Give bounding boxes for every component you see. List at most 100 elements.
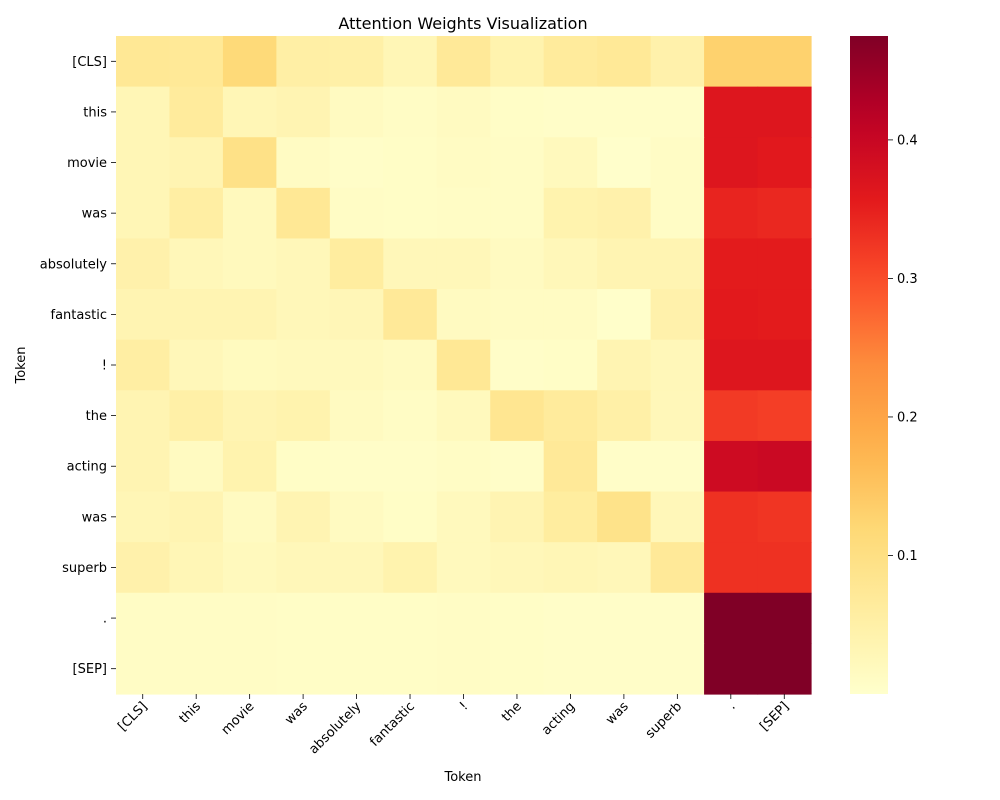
x-tick-label: the <box>499 699 525 725</box>
heatmap-cell <box>597 643 652 695</box>
heatmap-cell <box>490 86 545 138</box>
heatmap-cell <box>757 238 812 290</box>
heatmap-cell <box>276 137 331 189</box>
heatmap-cell <box>222 643 277 695</box>
heatmap-cell <box>704 36 759 88</box>
heatmap-cell <box>650 187 705 240</box>
heatmap-cell <box>116 86 171 138</box>
heatmap-cell <box>169 187 224 240</box>
heatmap-cell <box>222 440 277 493</box>
heatmap-cell <box>436 339 491 391</box>
heatmap-cell <box>490 440 545 493</box>
heatmap-cell <box>543 643 598 695</box>
heatmap-cell <box>490 289 545 341</box>
heatmap-cell <box>169 542 224 594</box>
heatmap-cell <box>757 592 812 644</box>
heatmap-cell <box>704 643 759 695</box>
x-tick-label: was <box>282 699 311 728</box>
heatmap-cell <box>116 339 171 391</box>
heatmap-cell <box>543 592 598 644</box>
heatmap-cell <box>436 36 491 88</box>
heatmap-cell <box>704 390 759 442</box>
heatmap-cell <box>436 491 491 543</box>
heatmap-cell <box>650 137 705 189</box>
heatmap-cell <box>436 592 491 644</box>
y-tick-label: absolutely <box>40 257 108 272</box>
y-tick-label: superb <box>62 561 107 576</box>
heatmap-cell <box>276 238 331 290</box>
heatmap-cell <box>222 36 277 88</box>
y-axis-label: Token <box>14 347 29 385</box>
heatmap-cell <box>383 491 438 543</box>
heatmap-cell <box>597 390 652 442</box>
x-axis-label: Token <box>444 770 482 785</box>
heatmap-cell <box>276 339 331 391</box>
heatmap-cell <box>543 238 598 290</box>
x-tick-label: this <box>177 699 205 727</box>
heatmap-cell <box>276 643 331 695</box>
heatmap-cell <box>383 187 438 240</box>
heatmap-cell <box>116 238 171 290</box>
heatmap-cell <box>757 187 812 240</box>
heatmap-cell <box>543 542 598 594</box>
heatmap-cell <box>704 289 759 341</box>
heatmap-cell <box>543 289 598 341</box>
heatmap-cell <box>169 643 224 695</box>
heatmap-cell <box>757 491 812 543</box>
heatmap-cell <box>650 289 705 341</box>
heatmap-cell <box>383 643 438 695</box>
colorbar-tick-label: 0.3 <box>897 272 918 287</box>
y-tick-label: the <box>86 409 107 424</box>
heatmap-cell <box>436 440 491 493</box>
heatmap-cell <box>222 491 277 543</box>
heatmap-cell <box>169 592 224 644</box>
heatmap-cell <box>597 592 652 644</box>
heatmap-cell <box>116 542 171 594</box>
heatmap-cell <box>543 491 598 543</box>
heatmap-cell <box>383 440 438 493</box>
x-tick-label: superb <box>643 699 685 741</box>
heatmap-cell <box>757 36 812 88</box>
heatmap-cell <box>436 187 491 240</box>
heatmap-cell <box>757 643 812 695</box>
heatmap-cell <box>222 289 277 341</box>
heatmap-cell <box>116 187 171 240</box>
heatmap-cell <box>116 36 171 88</box>
heatmap-cell <box>383 289 438 341</box>
heatmap-cell <box>116 137 171 189</box>
heatmap-cell <box>436 542 491 594</box>
x-tick-label: was <box>603 699 632 728</box>
heatmap-cell <box>383 137 438 189</box>
y-tick-label: acting <box>67 460 107 475</box>
heatmap-cell <box>757 86 812 138</box>
x-tick-label: [SEP] <box>757 699 792 734</box>
heatmap-cell <box>436 643 491 695</box>
heatmap-cell <box>704 542 759 594</box>
heatmap-cell <box>650 390 705 442</box>
heatmap-cell <box>222 390 277 442</box>
colorbar-tick-label: 0.1 <box>897 549 918 564</box>
colorbar-tick-label: 0.2 <box>897 410 918 425</box>
x-tick-label: acting <box>539 699 578 738</box>
heatmap-cell <box>490 643 545 695</box>
heatmap-cell <box>222 86 277 138</box>
heatmap-cell <box>597 440 652 493</box>
heatmap-cell <box>169 86 224 138</box>
heatmap-cell <box>650 440 705 493</box>
heatmap-cell <box>436 86 491 138</box>
x-tick-label: movie <box>219 699 258 738</box>
heatmap-cell <box>329 339 384 391</box>
heatmap-cell <box>704 187 759 240</box>
heatmap-cell <box>116 643 171 695</box>
heatmap-cell <box>650 36 705 88</box>
heatmap-cell <box>329 491 384 543</box>
x-tick-label: ! <box>457 699 471 713</box>
heatmap-cells <box>116 36 812 695</box>
heatmap-cell <box>116 390 171 442</box>
heatmap-cell <box>329 86 384 138</box>
heatmap-cell <box>116 491 171 543</box>
y-tick-label: movie <box>67 156 107 171</box>
heatmap-cell <box>169 137 224 189</box>
heatmap-cell <box>650 238 705 290</box>
heatmap-cell <box>597 137 652 189</box>
